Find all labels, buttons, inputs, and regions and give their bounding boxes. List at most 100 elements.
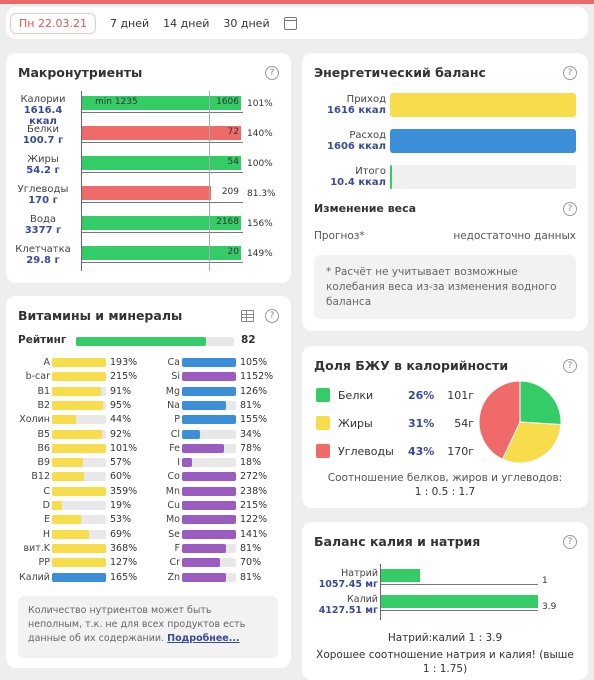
bju-help-icon[interactable]: ? xyxy=(563,359,577,373)
vitamin-bar xyxy=(52,415,76,425)
vitamin-name: Холин xyxy=(19,414,50,426)
macro-min-label: min 1235 xyxy=(95,97,138,107)
vitamin-percent: 53% xyxy=(110,514,132,526)
vitamin-bar xyxy=(52,472,85,482)
bju-name: Жиры xyxy=(338,417,373,430)
energy-label: Приход 1616 ккал xyxy=(312,94,386,116)
vitamin-percent: 105% xyxy=(240,357,268,368)
energy-help-icon[interactable]: ? xyxy=(563,66,577,80)
energy-row-value: 1606 ккал xyxy=(327,141,386,152)
vitamin-percent: 215% xyxy=(110,371,138,383)
macro-name: Углеводы xyxy=(17,184,69,195)
macronutrients-card: Макронутриенты ? Калории 1616.4 ккал 1606 m… xyxy=(6,53,291,283)
macro-bar xyxy=(81,96,241,110)
vitamin-track xyxy=(52,415,106,425)
more-details-link[interactable]: Подробнее... xyxy=(167,633,240,644)
vitamin-bar xyxy=(52,501,63,510)
kna-ratio: 3.9 xyxy=(542,602,557,612)
vitamin-name: Ca xyxy=(167,357,180,368)
vitamin-bar xyxy=(182,543,226,553)
vitamin-percent: 95% xyxy=(110,399,132,411)
vitamin-name: Co xyxy=(167,471,180,483)
macro-amount-value: 29.8 xyxy=(26,255,51,266)
energy-row-name: Итого xyxy=(355,166,386,177)
vitamin-name: H xyxy=(42,528,50,540)
vitamin-name: b-car xyxy=(25,371,50,383)
macro-bar xyxy=(81,186,212,200)
macro-percent: 156% xyxy=(247,219,273,229)
vitamin-bar xyxy=(52,386,102,396)
vitamin-bar xyxy=(182,443,225,453)
vitamin-percent: 91% xyxy=(110,385,132,397)
date-today-button[interactable]: Пн 22.03.21 xyxy=(10,12,96,34)
bju-pie-slice xyxy=(501,421,562,464)
macro-amount-unit: г xyxy=(57,135,64,146)
macro-baseline xyxy=(81,262,243,263)
vitamins-title: Витамины и минералы xyxy=(18,308,183,323)
vitamin-name: B9 xyxy=(37,457,50,469)
macro-percent: 149% xyxy=(247,249,273,259)
bju-pie-slice xyxy=(478,380,521,460)
vitamin-name: Cr xyxy=(169,557,180,569)
macro-name: Калории xyxy=(20,94,66,105)
vitamin-percent: 155% xyxy=(240,414,268,426)
rating-value: 82 xyxy=(241,334,256,346)
range-7-days-button[interactable]: 7 дней xyxy=(109,16,150,30)
vitamin-bar xyxy=(182,400,226,410)
macro-value: 209 xyxy=(221,187,239,197)
vitamin-track xyxy=(52,501,106,510)
vitamin-name: Fe xyxy=(169,442,180,454)
table-icon[interactable] xyxy=(241,310,254,322)
range-30-days-button[interactable]: 30 дней xyxy=(223,16,270,30)
vitamins-help-icon[interactable]: ? xyxy=(265,309,279,323)
kna-verdict: Хорошее соотношение натрия и калия! (выш… xyxy=(316,649,574,675)
vitamin-bar xyxy=(182,458,192,468)
vitamin-percent: 34% xyxy=(240,428,262,440)
energy-label: Расход 1606 ккал xyxy=(312,130,386,152)
kna-baseline xyxy=(380,610,538,611)
vitamin-percent: 272% xyxy=(240,471,268,483)
energy-note: * Расчёт не учитывает возможные колебани… xyxy=(314,255,576,319)
vitamin-bar xyxy=(182,386,236,396)
calendar-icon[interactable] xyxy=(283,16,297,30)
range-14-days-button[interactable]: 14 дней xyxy=(163,16,210,30)
macro-baseline xyxy=(81,112,243,113)
vitamin-bar xyxy=(52,400,104,410)
vitamin-percent: 193% xyxy=(110,357,138,368)
vitamin-bar xyxy=(52,515,81,525)
bju-ratio-label: Соотношение белков, жиров и углеводов: xyxy=(327,472,563,484)
vitamin-bar xyxy=(52,543,106,553)
kna-ratio-text: Натрий:калий 1 : 3.9 xyxy=(387,632,503,644)
top-accent-line xyxy=(0,0,594,4)
vitamin-bar xyxy=(182,558,220,568)
macro-amount: 3377 г xyxy=(25,225,62,236)
rating-bar xyxy=(76,337,206,346)
macro-baseline xyxy=(81,202,243,203)
macronutrients-title: Макронутриенты xyxy=(18,65,143,80)
kna-name: Калий xyxy=(347,594,378,605)
vitamin-name: B12 xyxy=(31,471,50,483)
bju-title: Доля БЖУ в калорийности xyxy=(314,358,509,373)
macro-amount: 1616.4 ккал xyxy=(24,105,63,127)
macro-amount-value: 170 xyxy=(28,195,50,206)
vitamin-percent: 141% xyxy=(240,528,268,540)
vitamin-percent: 1152% xyxy=(240,371,274,383)
macro-amount-value: 54.2 xyxy=(26,165,51,176)
energy-bar xyxy=(390,129,576,153)
macro-baseline xyxy=(81,172,243,173)
kna-title: Баланс калия и натрия xyxy=(314,534,481,549)
vitamin-name: C xyxy=(43,485,50,497)
macro-baseline xyxy=(81,142,243,143)
bju-grams: 170г xyxy=(447,445,474,458)
bju-name: Белки xyxy=(338,389,374,402)
macro-amount-unit: г xyxy=(54,165,60,176)
weight-help-icon[interactable]: ? xyxy=(563,202,577,216)
vitamin-name: Mn xyxy=(165,485,180,497)
macros-help-icon[interactable]: ? xyxy=(265,66,279,80)
vitamin-percent: 127% xyxy=(110,557,138,569)
kna-help-icon[interactable]: ? xyxy=(563,535,577,549)
macro-label: Жиры 54.2 г xyxy=(12,154,74,176)
vitamin-name: B5 xyxy=(37,428,50,440)
vitamin-track xyxy=(182,458,236,468)
macro-amount: 170 г xyxy=(28,195,58,206)
